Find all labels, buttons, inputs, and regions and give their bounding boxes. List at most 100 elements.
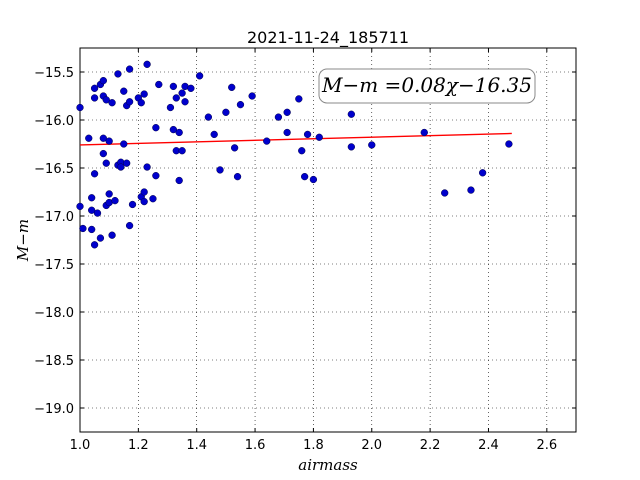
- data-point: [263, 137, 271, 145]
- y-tick-label: −19.0: [34, 402, 74, 417]
- data-point: [309, 175, 318, 184]
- data-point: [90, 94, 99, 102]
- data-point: [303, 130, 312, 139]
- grid: [79, 48, 576, 432]
- data-point: [230, 144, 239, 152]
- chart-title: 2021-11-24_185711: [247, 28, 409, 48]
- x-tick-label: 1.0: [70, 438, 91, 453]
- data-point: [140, 197, 148, 206]
- data-point: [420, 128, 428, 137]
- data-point: [301, 172, 309, 181]
- data-point: [478, 169, 487, 177]
- data-point: [120, 87, 128, 95]
- data-point: [125, 65, 134, 73]
- data-point: [283, 128, 291, 137]
- data-point: [169, 82, 178, 91]
- data-point: [368, 141, 376, 149]
- data-point: [96, 234, 105, 242]
- data-point: [283, 108, 291, 116]
- data-point: [152, 124, 160, 132]
- data-point: [102, 159, 110, 167]
- data-point: [99, 76, 107, 85]
- x-tick-label: 1.4: [186, 438, 207, 453]
- data-point: [108, 231, 116, 239]
- data-point: [143, 60, 151, 68]
- data-point: [298, 147, 306, 155]
- data-point: [90, 170, 99, 178]
- data-point: [140, 90, 148, 98]
- x-tick-label: 1.8: [303, 438, 324, 453]
- axis-ticks: 1.0 1.2 1.4 1.6 1.8 2.0 2.2 2.4 2.6 −15.5 −16.0 −16…: [34, 48, 576, 453]
- data-point: [505, 140, 513, 148]
- y-tick-label: −17.5: [34, 258, 74, 273]
- x-tick-label: 1.6: [245, 438, 266, 453]
- x-tick-label: 2.2: [420, 438, 441, 453]
- data-point: [90, 241, 99, 249]
- data-point: [111, 196, 119, 205]
- data-point: [347, 110, 355, 118]
- data-point: [143, 163, 151, 171]
- x-tick-label: 2.4: [478, 438, 499, 453]
- data-point: [123, 159, 131, 167]
- data-point: [181, 98, 189, 106]
- data-point: [90, 84, 99, 92]
- data-point: [155, 80, 163, 89]
- data-point: [140, 188, 148, 196]
- data-point: [102, 96, 110, 104]
- data-point: [117, 163, 125, 171]
- data-point: [76, 202, 84, 211]
- data-point: [88, 225, 96, 234]
- data-point: [105, 137, 113, 145]
- data-point: [88, 194, 96, 202]
- data-point: [347, 143, 355, 151]
- data-point: [152, 172, 160, 180]
- data-point: [128, 200, 137, 209]
- x-tick-label: 2.0: [361, 438, 382, 453]
- data-point: [233, 172, 242, 181]
- fit-line: [79, 132, 512, 146]
- data-point: [108, 99, 116, 107]
- data-point: [210, 130, 218, 139]
- data-point: [222, 108, 230, 116]
- data-point: [99, 134, 107, 142]
- y-tick-label: −16.5: [34, 162, 74, 177]
- y-tick-label: −16.0: [34, 114, 74, 129]
- x-tick-label: 1.2: [128, 438, 149, 453]
- y-tick-label: −18.5: [34, 354, 74, 369]
- data-point: [195, 72, 204, 80]
- data-point: [216, 166, 224, 174]
- data-point: [228, 83, 236, 92]
- data-point: [178, 147, 186, 155]
- data-point: [149, 195, 157, 203]
- data-point: [204, 113, 213, 121]
- data-point: [169, 125, 178, 134]
- data-point: [178, 89, 186, 97]
- fit-line-layer: [79, 132, 512, 146]
- y-tick-label: −15.5: [34, 66, 74, 81]
- y-tick-label: −18.0: [34, 306, 74, 321]
- data-points: [76, 60, 513, 249]
- y-tick-label: −17.0: [34, 210, 74, 225]
- data-point: [315, 133, 323, 141]
- data-point: [467, 186, 475, 194]
- plot-frame: [79, 47, 577, 433]
- x-axis-label: airmass: [298, 456, 358, 474]
- data-point: [137, 99, 145, 107]
- data-point: [295, 95, 303, 103]
- data-point: [93, 209, 102, 217]
- data-point: [172, 94, 180, 102]
- data-point: [236, 100, 245, 109]
- data-point: [125, 221, 134, 230]
- fit-equation: M−m =0.08χ−16.35: [321, 73, 532, 97]
- data-point: [76, 103, 84, 112]
- data-point: [175, 176, 183, 185]
- x-tick-label: 2.6: [536, 438, 557, 453]
- data-point: [274, 113, 283, 121]
- data-point: [114, 70, 122, 78]
- data-point: [79, 224, 87, 233]
- data-point: [120, 140, 128, 148]
- annotation-box: M−m =0.08χ−16.35: [318, 68, 536, 104]
- data-point: [441, 189, 449, 197]
- data-point: [105, 190, 113, 198]
